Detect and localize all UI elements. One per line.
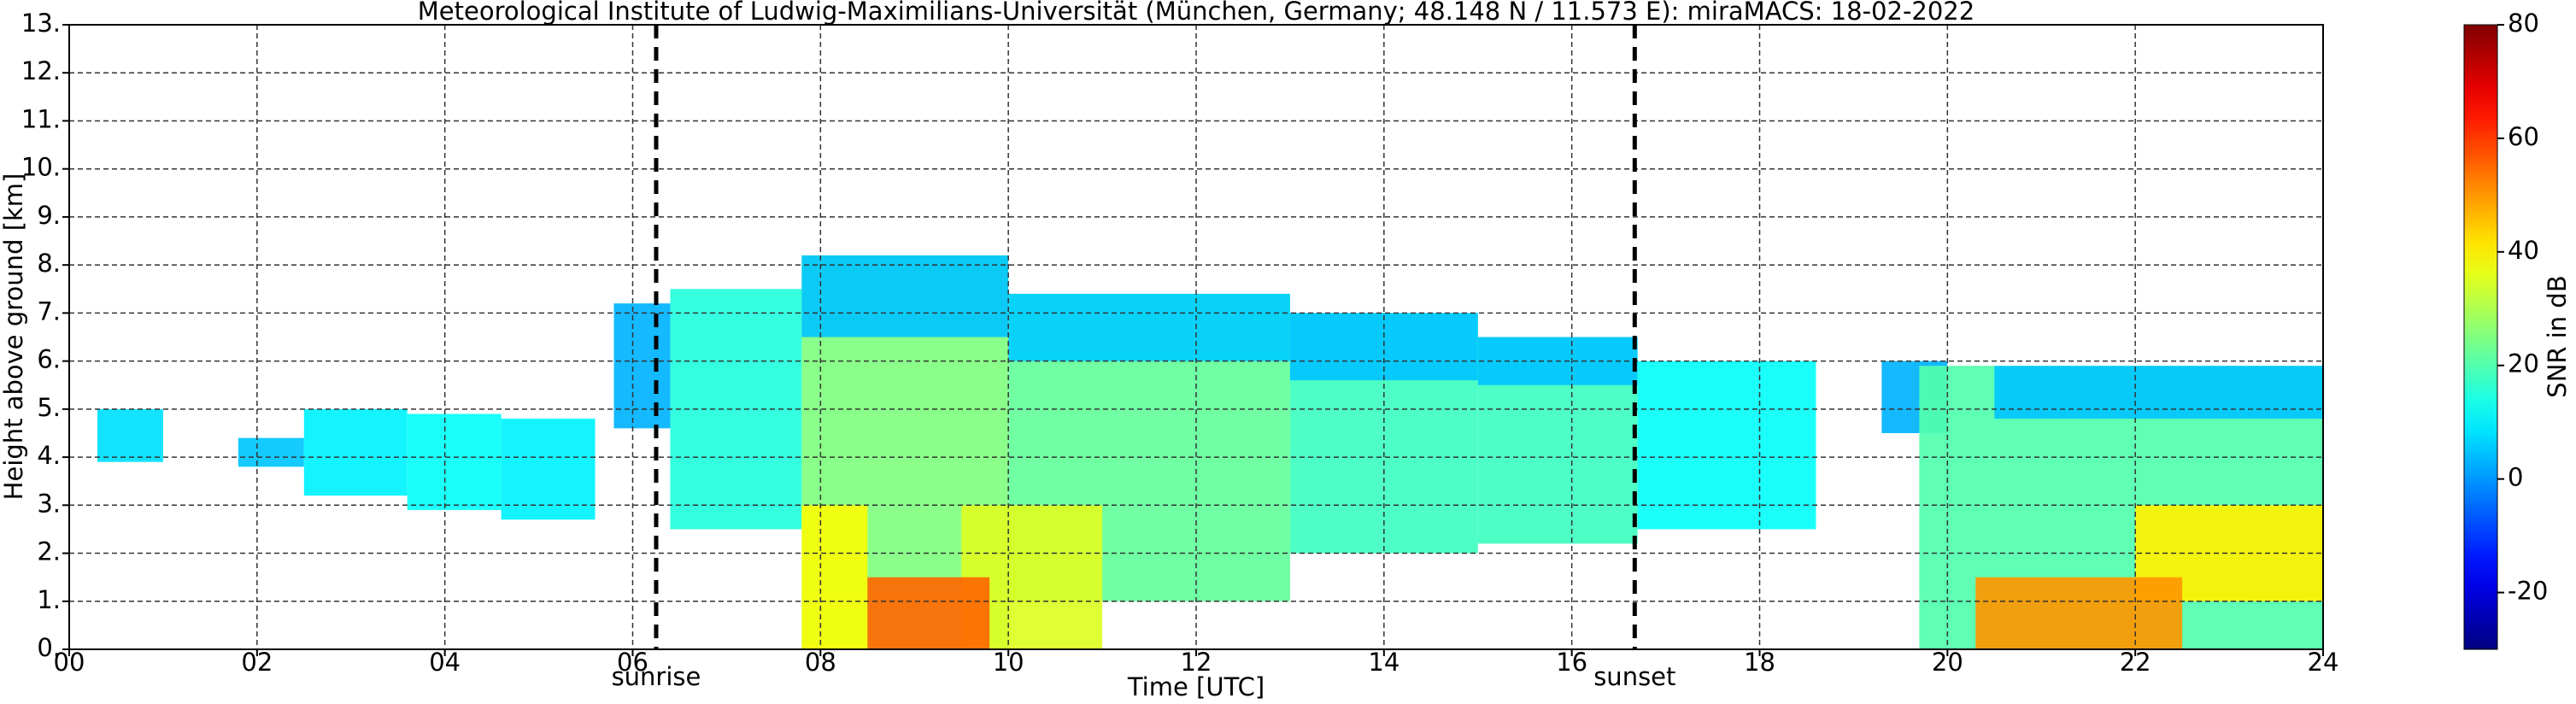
colorbar-tick-label: -20 [2508,577,2548,606]
snr-patch [801,505,868,649]
y-tick-label: 8. [37,249,61,278]
y-tick-label: 9. [37,201,61,230]
snr-patch [1008,293,1290,361]
x-tick-label: 24 [2308,648,2339,677]
y-tick-label: 0. [37,633,61,662]
x-tick-label: 00 [54,648,85,677]
snr-patch [303,408,408,496]
colorbar-tick-label: 60 [2508,122,2539,151]
colorbar-label: SNR in dB [2543,275,2572,397]
snr-patch [238,437,304,467]
event-label: sunrise [612,662,701,691]
y-tick-label: 12. [21,56,61,85]
x-tick-label: 20 [1932,648,1963,677]
colorbar-tick-label: 40 [2508,236,2539,265]
y-tick-label: 4. [37,441,61,470]
snr-patch [1994,366,2323,419]
y-tick-label: 3. [37,489,61,518]
snr-patch [613,303,671,429]
colorbar-tick-label: 20 [2508,349,2539,378]
chart-title: Meteorological Institute of Ludwig-Maxim… [418,0,1975,26]
x-axis-label: Time [UTC] [1127,672,1265,701]
x-tick-label: 08 [805,648,836,677]
x-tick-label: 10 [993,648,1024,677]
colorbar-tick-label: 0 [2508,463,2523,492]
snr-patch [501,419,596,520]
colorbar [2463,24,2498,650]
y-tick-label: 10. [21,153,61,182]
x-tick-label: 18 [1744,648,1775,677]
snr-patch [97,408,163,462]
y-tick-label: 2. [37,537,61,566]
snr-patch [407,414,502,510]
snr-patch [1975,577,2183,649]
snr-patch [1637,361,1816,530]
x-tick-label: 04 [429,648,461,677]
x-tick-label: 02 [241,648,273,677]
y-axis-label: Height above ground [km] [0,173,28,501]
y-tick-label: 11. [21,104,61,133]
x-tick-label: 06 [617,648,648,677]
x-tick-label: 14 [1368,648,1399,677]
y-tick-label: 6. [37,345,61,374]
snr-patch [867,577,990,649]
x-tick-label: 22 [2120,648,2151,677]
snr-patch [801,255,1009,337]
event-label: sunset [1593,662,1675,691]
y-tick-label: 7. [37,296,61,326]
y-tick-label: 5. [37,393,61,422]
x-tick-label: 16 [1556,648,1587,677]
y-tick-label: 1. [37,585,61,614]
x-tick-label: 12 [1181,648,1212,677]
y-tick-label: 13. [21,9,61,38]
colorbar-tick-label: 80 [2508,9,2539,38]
plot-frame [68,24,2324,650]
